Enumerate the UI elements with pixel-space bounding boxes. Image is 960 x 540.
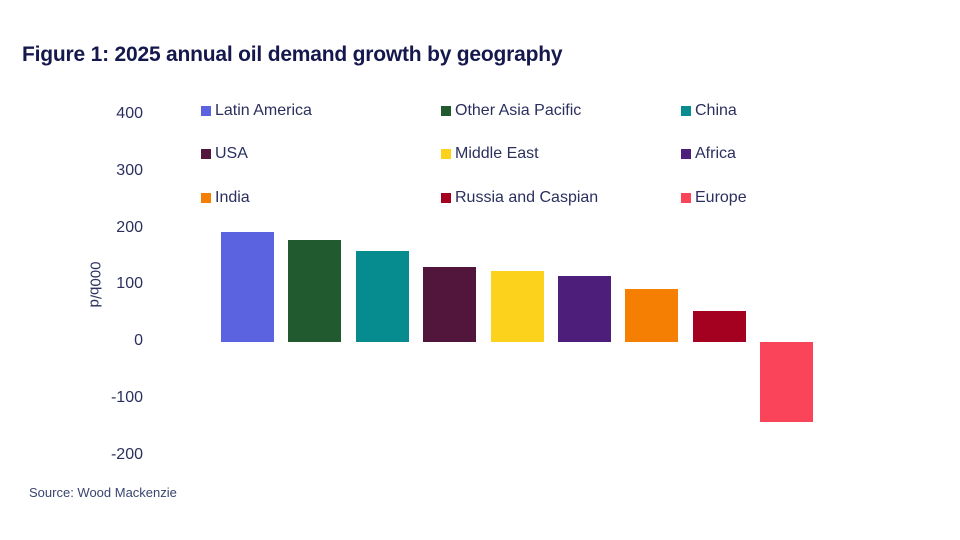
- bar-africa: [558, 276, 611, 342]
- legend-swatch-icon: [441, 193, 451, 203]
- legend-swatch-icon: [681, 106, 691, 116]
- y-tick-label: 400: [116, 105, 143, 122]
- y-axis-label: 000b/d: [86, 261, 104, 308]
- legend-item: India: [201, 189, 250, 207]
- y-tick-label: 100: [116, 275, 143, 293]
- legend-label: India: [215, 189, 250, 206]
- legend-label: Russia and Caspian: [455, 189, 599, 206]
- legend-label: Other Asia Pacific: [455, 102, 582, 119]
- legend-swatch-icon: [441, 149, 451, 159]
- bar-middle-east: [490, 271, 544, 342]
- chart-title: Figure 1: 2025 annual oil demand growth …: [22, 43, 563, 66]
- source-note: Source: Wood Mackenzie: [29, 485, 177, 500]
- legend-swatch-icon: [681, 193, 691, 203]
- y-tick-label: 200: [116, 218, 143, 236]
- legend-item: China: [681, 102, 737, 120]
- legend-item: Other Asia Pacific: [441, 102, 581, 120]
- legend-label: Latin America: [215, 102, 312, 119]
- bar-latin-america: [221, 231, 274, 342]
- bar-europe: [760, 342, 814, 422]
- legend-item: USA: [201, 145, 248, 163]
- bar-india: [625, 289, 679, 342]
- bar-other-asia-pacific: [288, 239, 342, 342]
- legend-label: USA: [215, 145, 248, 162]
- legend-label: Middle East: [455, 145, 539, 162]
- legend-label: Africa: [695, 145, 736, 162]
- bar-russia-and-caspian: [692, 310, 746, 342]
- legend-item: Africa: [681, 145, 736, 163]
- legend-label: China: [695, 102, 737, 119]
- legend-swatch-icon: [681, 149, 691, 159]
- legend-item: Middle East: [441, 145, 539, 163]
- legend-swatch-icon: [201, 106, 211, 116]
- legend-swatch-icon: [201, 193, 211, 203]
- y-tick-label: -100: [110, 389, 143, 406]
- legend-item: Russia and Caspian: [441, 189, 598, 207]
- bar-usa: [423, 267, 477, 342]
- bar-china: [355, 251, 409, 342]
- y-tick-label: 300: [116, 161, 143, 179]
- y-tick-label: 0: [134, 332, 143, 350]
- y-tick-label: -200: [110, 445, 143, 463]
- legend-swatch-icon: [441, 106, 451, 116]
- legend-item: Europe: [681, 189, 747, 207]
- legend-item: Latin America: [201, 102, 312, 120]
- legend-label: Europe: [695, 189, 747, 206]
- legend-swatch-icon: [201, 149, 211, 159]
